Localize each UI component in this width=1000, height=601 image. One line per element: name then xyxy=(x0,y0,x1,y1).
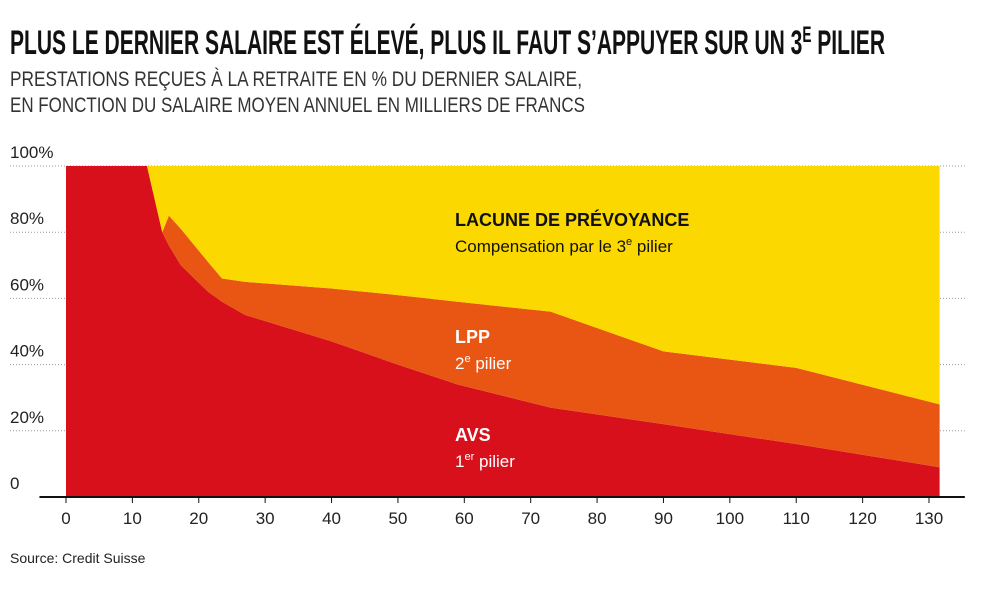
x-tick-label: 20 xyxy=(189,509,208,528)
y-tick-label: 80% xyxy=(10,209,44,228)
annotation-sup: e xyxy=(464,353,470,365)
title-sup: E xyxy=(802,22,811,47)
title-part: PLUS LE DERNIER SALAIRE EST ÉLEVÉ, PLUS … xyxy=(10,24,802,62)
annotation-title: LACUNE DE PRÉVOYANCE xyxy=(455,209,689,230)
title-part: PILIER xyxy=(811,24,885,62)
annotation-part: pilier xyxy=(474,452,515,471)
annotation-text: Compensation par le 3e pilier xyxy=(455,236,673,256)
annotation-part: 2 xyxy=(455,354,464,373)
area xyxy=(66,166,940,405)
x-tick-label: 40 xyxy=(322,509,341,528)
y-tick-label: 100% xyxy=(10,143,53,162)
x-tick-label: 90 xyxy=(654,509,673,528)
x-tick-label: 130 xyxy=(915,509,943,528)
source: Source: Credit Suisse xyxy=(10,550,146,566)
x-tick-label: 30 xyxy=(256,509,275,528)
x-tick-label: 70 xyxy=(521,509,540,528)
x-tick-label: 100 xyxy=(716,509,744,528)
annotation-part: pilier xyxy=(632,237,673,256)
x-tick-label: 60 xyxy=(455,509,474,528)
subtitle: PRESTATIONS REÇUES À LA RETRAITE EN % DU… xyxy=(10,68,582,91)
y-tick-label: 40% xyxy=(10,342,44,361)
x-tick-label: 0 xyxy=(61,509,70,528)
annotation-sup: e xyxy=(626,236,632,248)
subtitle: EN FONCTION DU SALAIRE MOYEN ANNUEL EN M… xyxy=(10,94,585,117)
x-tick-label: 10 xyxy=(123,509,142,528)
area xyxy=(66,166,940,497)
annotation-text: 1er pilier xyxy=(455,451,515,471)
annotation-part: pilier xyxy=(471,354,512,373)
annotation-text: 2e pilier xyxy=(455,353,512,373)
annotation-part: 1 xyxy=(455,452,464,471)
x-tick-label: 80 xyxy=(588,509,607,528)
x-tick-label: 110 xyxy=(783,509,810,528)
y-tick-label: 20% xyxy=(10,408,44,427)
chart-title: PLUS LE DERNIER SALAIRE EST ÉLEVÉ, PLUS … xyxy=(10,22,885,62)
area xyxy=(66,166,940,468)
y-tick-label: 60% xyxy=(10,275,44,294)
x-tick-label: 120 xyxy=(848,509,876,528)
x-tick-label: 50 xyxy=(388,509,407,528)
annotation-part: Compensation par le 3 xyxy=(455,237,626,256)
annotation-title: AVS xyxy=(455,425,491,445)
annotation-title: LPP xyxy=(455,327,490,347)
y-tick-label: 0 xyxy=(10,474,19,493)
annotation-sup: er xyxy=(464,451,474,463)
